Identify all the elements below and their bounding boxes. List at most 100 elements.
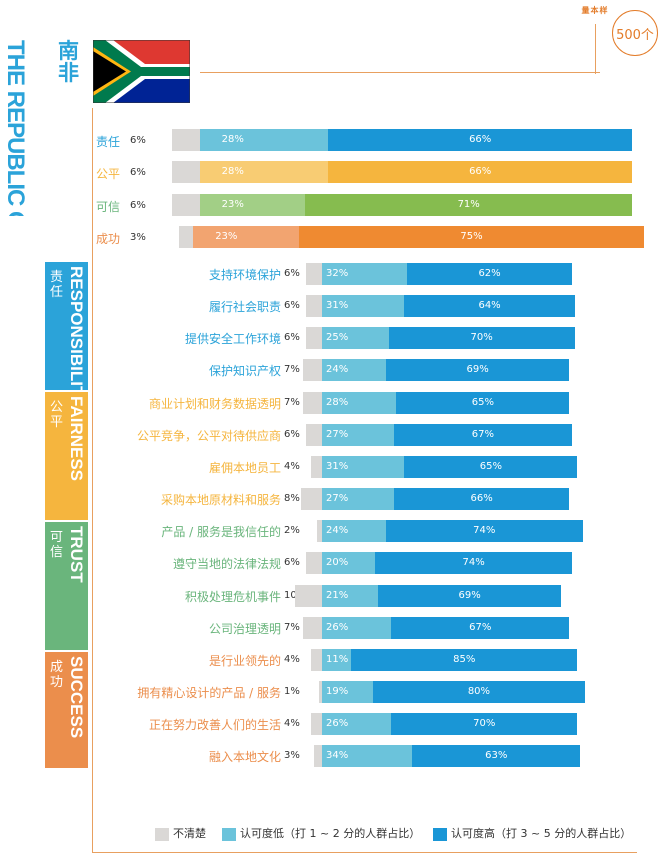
detail-low-value: 11%	[326, 654, 349, 665]
detail-bar-low: 19%	[322, 681, 373, 703]
detail-unclear-value: 7%	[284, 622, 300, 633]
detail-bar-high: 62%	[407, 263, 573, 285]
summary-low-value: 23%	[215, 231, 238, 242]
detail-label: 是行业领先的	[208, 654, 281, 668]
detail-bar-unclear	[303, 617, 322, 639]
detail-low-value: 31%	[326, 461, 349, 472]
detail-bar-low: 28%	[322, 392, 397, 414]
summary-bar-high: 66%	[328, 161, 632, 183]
detail-low-value: 26%	[326, 718, 349, 729]
detail-unclear-value: 6%	[284, 268, 300, 279]
detail-bar-unclear	[316, 520, 322, 542]
frame-line-vertical	[595, 24, 596, 74]
detail-high-value: 85%	[453, 654, 476, 665]
detail-low-value: 34%	[326, 750, 349, 761]
summary-unclear-value: 3%	[130, 232, 146, 243]
detail-high-value: 69%	[458, 590, 481, 601]
summary-bar-low: 23%	[199, 194, 306, 216]
detail-high-value: 65%	[471, 397, 495, 408]
detail-high-value: 70%	[473, 718, 496, 729]
detail-bar-low: 20%	[322, 552, 376, 574]
detail-bar-high: 80%	[372, 681, 586, 703]
detail-bar-high: 67%	[393, 424, 573, 446]
detail-bar-high: 70%	[391, 713, 578, 735]
detail-bar-high: 65%	[396, 392, 570, 414]
detail-unclear-value: 4%	[284, 654, 300, 665]
summary-label: 公平	[96, 167, 121, 181]
detail-label: 积极处理危机事件	[184, 590, 281, 604]
detail-high-value: 74%	[462, 557, 485, 568]
category-box-responsibility: 责任 RESPONSIBILITY	[45, 262, 88, 408]
detail-bar-low: 26%	[322, 713, 392, 735]
detail-bar-high: 63%	[412, 745, 581, 767]
summary-high-value: 75%	[460, 231, 483, 242]
detail-label: 支持环境保护	[208, 268, 281, 282]
legend-label: 不清楚	[173, 827, 206, 840]
detail-low-value: 20%	[326, 557, 349, 568]
detail-low-value: 28%	[326, 397, 349, 408]
detail-bar-high: 67%	[391, 617, 570, 639]
detail-bar-low: 24%	[322, 359, 386, 381]
category-en-label: RESPONSIBILITY	[67, 266, 86, 408]
detail-label: 公司治理透明	[208, 622, 281, 636]
detail-bar-low: 21%	[322, 585, 378, 607]
detail-unclear-value: 6%	[284, 300, 300, 311]
detail-high-value: 62%	[478, 268, 501, 279]
detail-low-value: 32%	[326, 268, 349, 279]
frame-line-top	[200, 72, 600, 73]
country-name-en: THE REPUBLIC OF SOUTH AFRICA	[4, 40, 56, 216]
detail-high-value: 65%	[479, 461, 503, 472]
summary-label: 可信	[96, 200, 121, 214]
summary-high-value: 66%	[469, 134, 492, 145]
summary-bar-high: 66%	[328, 129, 632, 151]
summary-unclear-value: 6%	[130, 135, 146, 146]
detail-bar-unclear	[306, 263, 322, 285]
legend-label: 认可度低（打 1 ~ 2 分的人群占比）	[240, 827, 421, 840]
detail-bar-unclear	[306, 327, 322, 349]
detail-label: 提供安全工作环境	[184, 332, 281, 346]
summary-high-value: 71%	[457, 199, 480, 210]
detail-bar-high: 85%	[351, 649, 578, 671]
summary-label: 成功	[96, 232, 121, 246]
detail-bar-low: 27%	[322, 488, 394, 510]
detail-low-value: 24%	[326, 525, 349, 536]
detail-bar-low: 31%	[322, 295, 405, 317]
detail-bar-low: 24%	[322, 520, 386, 542]
detail-bar-low: 34%	[322, 745, 413, 767]
summary-low-value: 28%	[221, 166, 244, 177]
detail-bar-high: 74%	[385, 520, 583, 542]
detail-bar-unclear	[319, 681, 322, 703]
category-en-label: SUCCESS	[67, 656, 86, 739]
detail-bar-low: 32%	[322, 263, 408, 285]
legend-item-low: 认可度低（打 1 ~ 2 分的人群占比）	[222, 825, 421, 841]
detail-bar-low: 27%	[322, 424, 394, 446]
detail-label: 公平竞争，公平对待供应商	[136, 429, 281, 443]
detail-high-value: 69%	[466, 364, 489, 375]
category-box-trust: 可信 TRUST	[45, 522, 88, 650]
detail-label: 雇佣本地员工	[208, 461, 281, 475]
sample-size-label: 样本量	[581, 6, 608, 14]
category-cn-label: 可信	[50, 530, 64, 560]
detail-bar-low: 25%	[322, 327, 389, 349]
detail-unclear-value: 7%	[284, 364, 300, 375]
detail-bar-high: 66%	[393, 488, 570, 510]
detail-high-value: 80%	[467, 686, 491, 697]
detail-unclear-value: 8%	[284, 493, 300, 504]
summary-bar-high: 71%	[305, 194, 632, 216]
frame-line-left	[92, 108, 93, 853]
summary-high-value: 66%	[469, 166, 492, 177]
category-box-success: 成功 SUCCESS	[45, 652, 88, 768]
summary-bar-high: 75%	[299, 226, 644, 248]
detail-unclear-value: 1%	[284, 686, 300, 697]
detail-label: 采购本地原材料和服务	[160, 493, 281, 507]
detail-bar-low: 31%	[322, 456, 405, 478]
detail-low-value: 26%	[326, 622, 349, 633]
detail-high-value: 70%	[470, 332, 493, 343]
detail-label: 遵守当地的法律法规	[172, 557, 281, 571]
detail-bar-high: 69%	[377, 585, 562, 607]
south-africa-flag-icon	[93, 40, 190, 103]
summary-bar-unclear	[172, 129, 200, 151]
legend-swatch	[433, 827, 447, 841]
detail-label: 融入本地文化	[208, 750, 281, 764]
country-name-cn: 南非	[58, 39, 79, 85]
